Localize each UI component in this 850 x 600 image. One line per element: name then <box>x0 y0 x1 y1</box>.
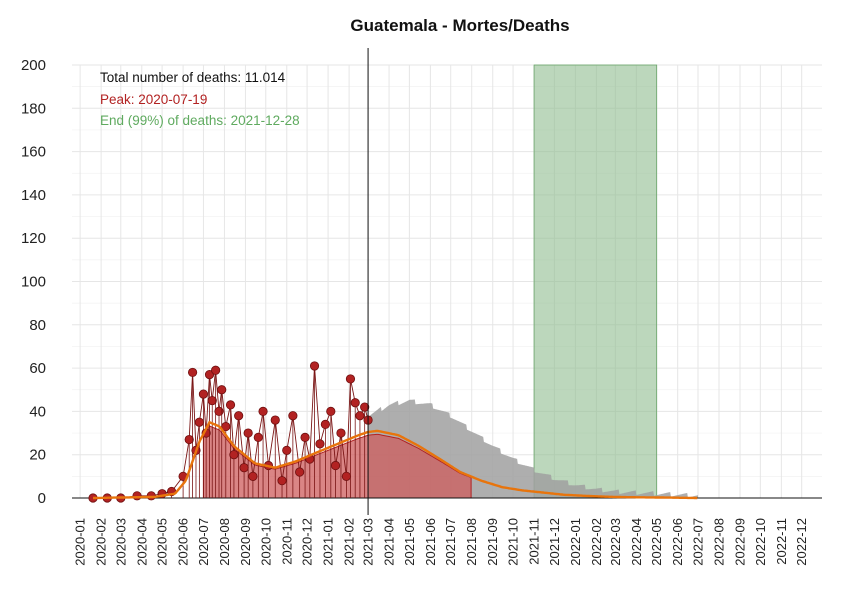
x-tick-label: 2021-05 <box>402 518 417 566</box>
x-tick-label: 2020-10 <box>258 518 273 566</box>
x-tick-label: 2021-01 <box>321 518 336 566</box>
x-tick-label: 2022-06 <box>670 518 685 566</box>
observed-point <box>217 385 227 395</box>
observed-point <box>225 400 236 410</box>
x-tick-label: 2021-07 <box>443 518 458 566</box>
observed-point <box>355 411 365 421</box>
x-tick-label: 2020-11 <box>279 518 294 565</box>
observed-point <box>360 402 370 412</box>
x-tick-label: 2022-07 <box>691 518 706 566</box>
y-tick-label: 20 <box>29 447 46 464</box>
x-tick-label: 2020-06 <box>176 518 191 566</box>
x-tick-label: 2022-03 <box>608 518 623 566</box>
x-tick-label: 2020-04 <box>134 518 149 566</box>
end-band-rect <box>533 64 658 499</box>
observed-point <box>253 432 263 442</box>
x-tick-label: 2020-07 <box>196 518 211 566</box>
fitted-curve-line <box>93 420 698 500</box>
observed-point <box>194 417 204 427</box>
observed-point <box>309 361 320 371</box>
observed-point <box>320 419 330 429</box>
peak-annotation: Peak: 2020-07-19 <box>100 92 207 107</box>
x-tick-label: 2020-09 <box>238 518 253 566</box>
fitted-curve <box>93 420 698 500</box>
observed-point <box>277 476 287 486</box>
y-tick-label: 100 <box>21 274 46 291</box>
axes: 0 20 40 60 80 100 120 140 160 180 200 2020-01 2020-0… <box>21 57 809 566</box>
observed-point <box>132 491 142 501</box>
y-tick-label: 160 <box>21 144 46 161</box>
observed-series-line <box>93 365 369 499</box>
end-annotation: End (99%) of deaths: 2021-12-28 <box>100 113 300 128</box>
observed-point <box>326 406 336 416</box>
observed-point <box>258 406 268 416</box>
x-tick-label: 2021-04 <box>382 518 397 566</box>
observed-point <box>221 421 231 432</box>
end-of-deaths-band <box>533 64 658 499</box>
y-tick-label: 40 <box>29 403 46 420</box>
observed-point <box>214 406 224 416</box>
observed-point <box>184 434 194 445</box>
x-tick-label: 2020-08 <box>217 518 232 566</box>
observed-point <box>243 428 253 438</box>
x-tick-label: 2020-03 <box>113 518 128 566</box>
observed-point <box>295 467 305 477</box>
x-tick-label: 2020-12 <box>300 518 315 566</box>
x-tick-label: 2022-01 <box>568 518 583 566</box>
observed-point <box>187 367 198 378</box>
y-tick-label: 60 <box>29 360 46 377</box>
x-tick-label: 2021-08 <box>464 518 479 566</box>
observed-point <box>211 365 221 375</box>
x-tick-label: 2022-05 <box>649 518 664 566</box>
x-tick-label: 2021-10 <box>506 518 521 566</box>
x-tick-label: 2021-06 <box>423 518 438 566</box>
y-tick-label: 80 <box>29 317 46 334</box>
observed-point <box>248 471 258 481</box>
observed-point <box>288 411 298 421</box>
x-tick-label: 2020-01 <box>73 518 88 566</box>
x-tick-label: 2022-12 <box>794 518 809 566</box>
observed-point <box>341 471 351 481</box>
x-tick-label: 2022-02 <box>589 518 604 566</box>
x-tick-label: 2022-10 <box>753 518 768 566</box>
total-deaths-annotation: Total number of deaths: 11.014 <box>100 70 286 85</box>
y-tick-label: 180 <box>21 100 46 117</box>
x-tick-label: 2021-12 <box>547 518 562 566</box>
x-tick-label: 2021-02 <box>342 518 357 566</box>
observed-point <box>239 463 249 473</box>
observed-point <box>207 395 217 406</box>
observed-point <box>345 374 356 384</box>
x-tick-label: 2021-09 <box>485 518 500 566</box>
x-tick-label: 2022-08 <box>712 518 727 566</box>
observed-point <box>300 432 310 442</box>
y-tick-label: 140 <box>21 187 46 204</box>
observed-point <box>270 415 280 425</box>
observed-point <box>315 439 325 449</box>
x-tick-label: 2020-05 <box>155 518 170 566</box>
x-tick-label: 2022-04 <box>629 518 644 566</box>
x-tick-label: 2022-09 <box>733 518 748 566</box>
y-tick-label: 120 <box>21 230 46 247</box>
observed-point <box>198 389 209 399</box>
x-tick-label: 2020-02 <box>94 518 109 566</box>
observed-point <box>229 450 239 460</box>
observed-point <box>330 460 341 471</box>
x-tick-label: 2021-11 <box>527 518 542 565</box>
y-tick-label: 0 <box>38 490 46 507</box>
observed-point <box>336 428 346 438</box>
chart-title: Guatemala - Mortes/Deaths <box>350 16 569 35</box>
observed-point <box>234 411 244 421</box>
x-tick-label: 2022-11 <box>774 518 789 565</box>
x-tick-label: 2021-03 <box>361 518 376 566</box>
observed-point <box>282 445 292 455</box>
observed-point <box>350 398 360 408</box>
y-tick-label: 200 <box>21 57 46 74</box>
